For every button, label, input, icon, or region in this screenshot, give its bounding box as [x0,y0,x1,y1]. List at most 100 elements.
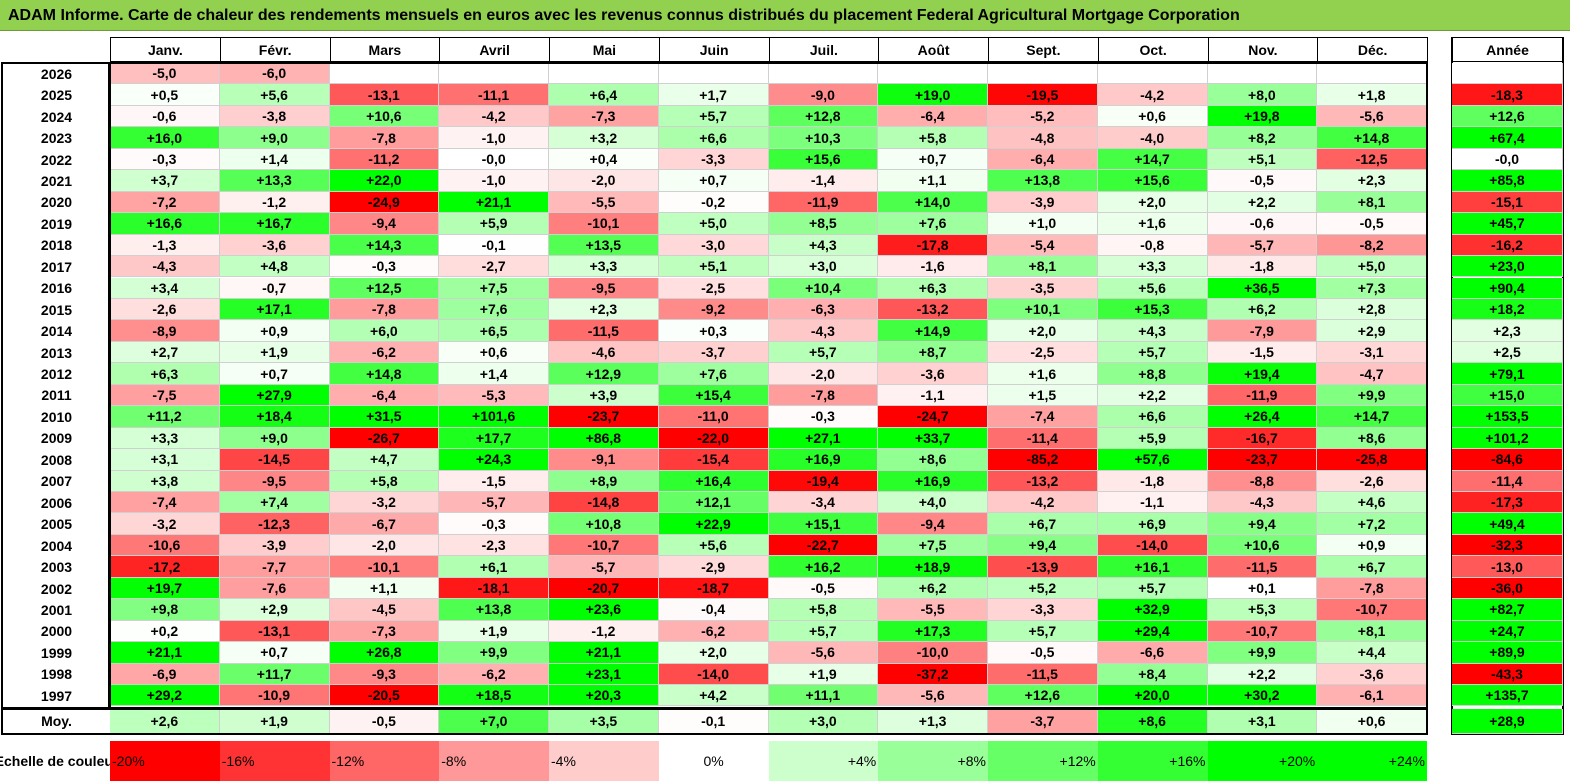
heatmap-cell: +13,8 [439,599,549,621]
heatmap-cell: -0,2 [658,191,769,214]
heatmap-cell: -4,2 [988,492,1098,514]
row-year-label: 2010 [40,408,73,425]
heatmap-cell: -9,2 [658,298,769,321]
heatmap-cell: +17,7 [439,427,549,450]
heatmap-cell: +22,0 [329,170,440,192]
heatmap-cell: -9,4 [878,513,988,535]
heatmap-cell: -6,4 [329,384,440,407]
average-cell: +0,6 [1317,708,1427,734]
heatmap-cell: +5,7 [768,341,879,364]
heatmap-cell: -11,0 [658,406,769,428]
heatmap-cell: -1,1 [1097,492,1208,514]
heatmap-cell: +16,1 [1097,556,1208,578]
heatmap-cell: +3,3 [110,427,220,450]
annual-cell: +67,4 [1452,127,1563,149]
heatmap-cell: +8,9 [549,470,659,492]
heatmap-cell: +6,3 [878,277,988,299]
heatmap-cell: +18,9 [878,556,988,578]
heatmap-cell: +1,5 [988,384,1098,407]
heatmap-cell: -6,1 [1317,685,1427,707]
heatmap-cell: +8,5 [768,213,879,235]
heatmap-cell: +6,3 [110,363,220,385]
annual-cell: -13,0 [1452,556,1563,578]
heatmap-cell: -10,6 [110,534,220,557]
heatmap-cell: -5,6 [878,685,988,707]
heatmap-cell: -3,5 [988,277,1098,299]
heatmap-cell: -3,7 [658,341,769,364]
heatmap-cell: +14,8 [329,363,440,385]
heatmap-cell: -1,1 [878,384,988,407]
heatmap-cell: +5,8 [878,127,988,149]
scale-swatch: +20% [1207,741,1318,781]
annual-cell: +24,7 [1452,620,1563,643]
heatmap-cell: -7,3 [329,620,440,643]
heatmap-cell: +15,6 [1097,170,1208,192]
annual-cell: +18,2 [1452,298,1563,321]
heatmap-cell: -6,2 [658,620,769,643]
heatmap-cell: -7,7 [219,556,330,578]
heatmap-cell: -5,0 [110,63,220,85]
heatmap-cell: -1,3 [110,234,220,257]
heatmap-cell: +21,1 [549,642,659,664]
heatmap-cell: -3,9 [219,534,330,557]
annual-cell: -15,1 [1452,191,1563,214]
heatmap-cell: +8,7 [878,341,988,364]
heatmap-cell: +0,1 [1207,577,1318,600]
heatmap-cell: -14,5 [219,449,330,471]
report-title: ADAM Informe. Carte de chaleur des rende… [0,0,1570,31]
heatmap-cell: +6,7 [1317,556,1427,578]
heatmap-cell: +29,4 [1097,620,1208,643]
annual-cell: -16,2 [1452,234,1563,257]
month-header: Avril [439,37,550,62]
heatmap-cell: -24,9 [329,191,440,214]
heatmap-cell: +9,0 [219,127,330,149]
heatmap-cell: -8,8 [1207,470,1318,492]
heatmap-cell: +3,3 [1097,256,1208,278]
heatmap-cell: +101,6 [439,406,549,428]
annual-cell: +82,7 [1452,599,1563,621]
heatmap-cell: -10,0 [878,642,988,664]
month-header: Déc. [1317,37,1428,62]
heatmap-cell: +17,3 [878,620,988,643]
heatmap-cell: -2,6 [110,298,220,321]
heatmap-cell: +33,7 [878,427,988,450]
heatmap-cell: -14,8 [549,492,659,514]
heatmap-cell: +3,1 [110,449,220,471]
heatmap-cell: -0,3 [439,513,549,535]
heatmap-cell: -7,9 [1207,320,1318,342]
heatmap-cell: -7,4 [988,406,1098,428]
heatmap-cell: -13,9 [988,556,1098,578]
heatmap-cell: +7,5 [439,277,549,299]
heatmap-cell: +14,9 [878,320,988,342]
heatmap-cell: -3,3 [988,599,1098,621]
heatmap-cell [1207,63,1318,85]
heatmap-cell: -6,9 [110,663,220,686]
heatmap-cell: -7,8 [329,298,440,321]
heatmap-cell: -17,8 [878,234,988,257]
heatmap-cell: +2,3 [549,298,659,321]
heatmap-cell: +1,0 [988,213,1098,235]
row-year-label: 2017 [40,258,73,275]
heatmap-cell: -0,5 [768,577,879,600]
heatmap-cell: +12,1 [658,492,769,514]
row-year-label: 2024 [40,108,73,125]
heatmap-cell [549,63,659,85]
average-cell: +3,1 [1207,708,1318,734]
heatmap-cell: +6,2 [878,577,988,600]
heatmap-cell: -0,6 [1207,213,1318,235]
heatmap-cell: -11,5 [1207,556,1318,578]
heatmap-cell: -5,5 [549,191,659,214]
annual-cell: +85,8 [1452,170,1563,192]
heatmap-cell: +6,6 [1097,406,1208,428]
heatmap-cell: +14,8 [1317,127,1427,149]
heatmap-cell: +16,9 [768,449,879,471]
scale-swatch: -8% [439,741,549,781]
heatmap-cell: -18,7 [658,577,769,600]
annual-cell: +89,9 [1452,642,1563,664]
heatmap-cell: +9,4 [1207,513,1318,535]
heatmap-cell: -4,2 [439,105,549,128]
heatmap-cell: -6,7 [329,513,440,535]
heatmap-cell: +1,1 [329,577,440,600]
heatmap-cell: -9,1 [549,449,659,471]
heatmap-cell: +0,4 [549,148,659,171]
